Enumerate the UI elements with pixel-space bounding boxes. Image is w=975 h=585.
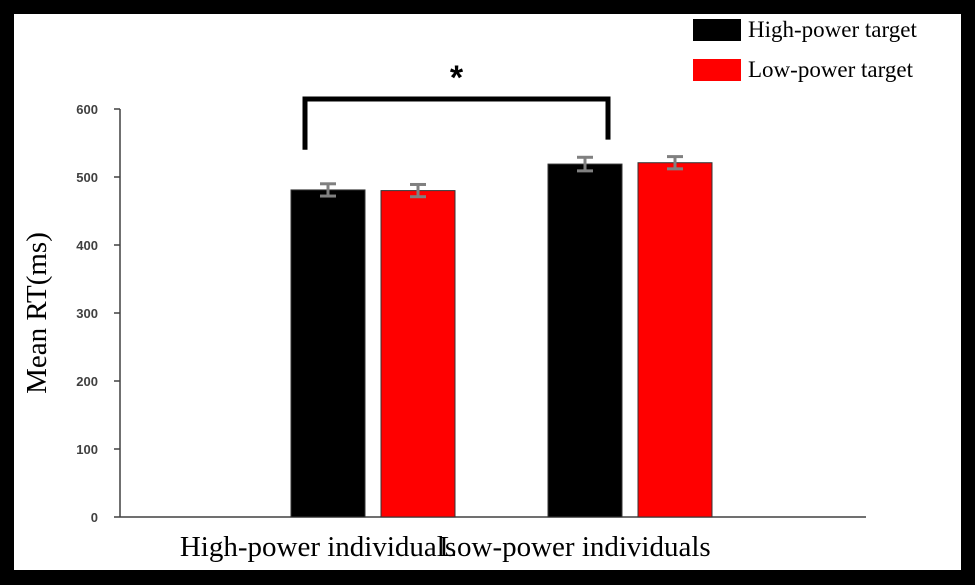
y-tick-label: 200: [76, 374, 98, 389]
bars: [290, 155, 713, 518]
y-axis-title: Mean RT(ms): [21, 232, 53, 394]
plot-frame-background: [14, 14, 961, 570]
y-tick-label: 400: [76, 238, 98, 253]
significance-star: *: [450, 59, 464, 97]
legend-swatch: [693, 59, 741, 81]
y-tick-label: 600: [76, 102, 98, 117]
y-tick-label: 0: [91, 510, 98, 525]
legend-label: High-power target: [748, 17, 917, 42]
bar: [637, 162, 713, 518]
y-tick-label: 100: [76, 442, 98, 457]
bar: [290, 189, 366, 518]
y-tick-label: 300: [76, 306, 98, 321]
bar: [547, 163, 623, 518]
significance-annotation: *: [302, 59, 611, 150]
y-tick-label: 500: [76, 170, 98, 185]
axes: 0 100 200 300 400 500 600 High-power individual…: [76, 102, 866, 563]
legend: High-power target Low-power target: [693, 17, 917, 82]
bar: [380, 190, 456, 518]
x-category-label: Low-power individuals: [439, 531, 710, 563]
significance-bracket: [302, 96, 611, 150]
x-category-label: High-power individuals: [180, 531, 456, 563]
legend-label: Low-power target: [748, 57, 914, 82]
legend-swatch: [693, 19, 741, 41]
